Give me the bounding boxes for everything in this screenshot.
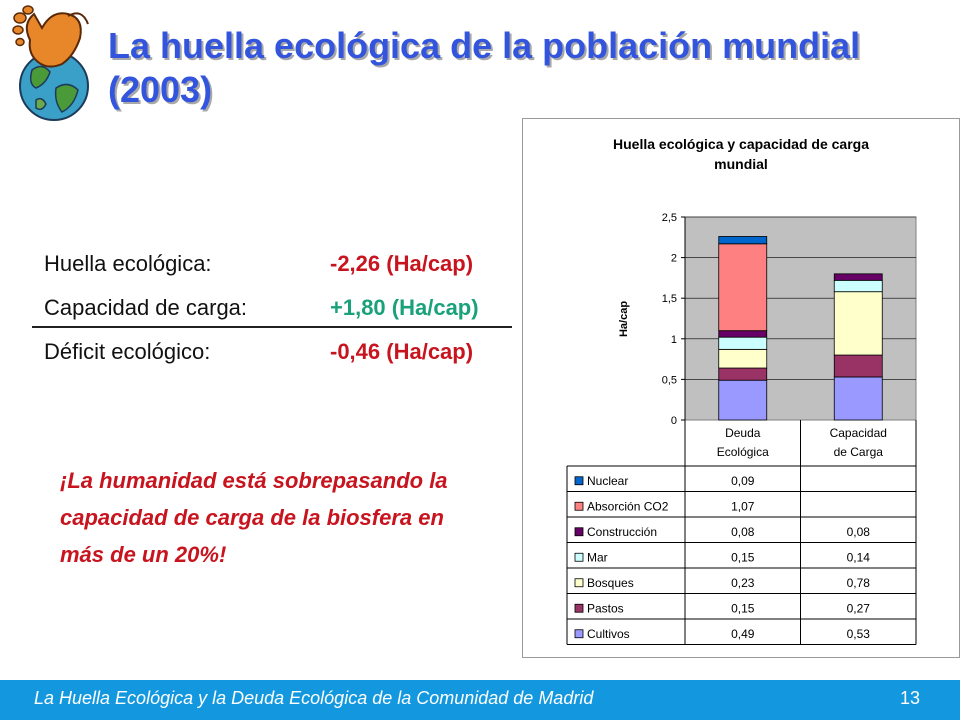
x-category-label: Deuda	[725, 426, 761, 440]
bar-segment	[718, 379, 768, 421]
summary-row-deficit: Déficit ecológico: -0,46 (Ha/cap)	[32, 330, 512, 374]
footer-text: La Huella Ecológica y la Deuda Ecológica…	[34, 688, 594, 708]
summary-label: Déficit ecológico:	[44, 339, 211, 364]
summary-row-capacity: Capacidad de carga: +1,80 (Ha/cap)	[32, 286, 512, 330]
data-value-label: 0,53	[847, 627, 871, 641]
legend-label: Construcción	[587, 525, 657, 539]
data-value-label: 0,49	[731, 627, 755, 641]
legend-swatch	[574, 552, 584, 562]
footer-bar: La Huella Ecológica y la Deuda Ecológica…	[0, 680, 960, 720]
chart-title: mundial	[714, 156, 768, 172]
bar-segment	[833, 376, 883, 421]
y-tick-label: 2	[671, 253, 677, 265]
footprint-summary-table: Huella ecológica: -2,26 (Ha/cap) Capacid…	[32, 242, 512, 374]
summary-value: +1,80 (Ha/cap)	[330, 295, 479, 320]
legend-label: Cultivos	[587, 627, 630, 641]
summary-row-footprint: Huella ecológica: -2,26 (Ha/cap)	[32, 242, 512, 286]
bar-segment	[718, 348, 768, 369]
bar-segment	[718, 236, 768, 245]
bar-segment	[833, 279, 883, 293]
bar-segment	[718, 367, 768, 381]
x-category-label: Ecológica	[717, 445, 769, 459]
legend-swatch	[574, 527, 584, 537]
page-number: 13	[899, 688, 920, 708]
bar-segment	[718, 336, 768, 350]
data-value-label: 0,08	[847, 525, 871, 539]
legend-label: Nuclear	[587, 474, 628, 488]
y-tick-label: 1,5	[662, 293, 677, 305]
x-category-label: Capacidad	[830, 426, 887, 440]
data-value-label: 0,27	[847, 601, 871, 615]
legend-label: Mar	[587, 550, 608, 564]
data-value-label: 0,09	[731, 474, 755, 488]
data-value-label: 0,15	[731, 601, 755, 615]
legend-swatch	[574, 476, 584, 486]
bar-segment	[833, 273, 883, 281]
data-value-label: 1,07	[731, 499, 755, 513]
data-value-label: 0,23	[731, 576, 755, 590]
slide-title: La huella ecológica de la población mund…	[108, 25, 861, 110]
summary-divider	[32, 326, 512, 328]
data-value-label: 0,15	[731, 550, 755, 564]
data-value-label: 0,14	[847, 550, 871, 564]
foot-globe-logo	[12, 5, 89, 121]
bar-segment	[833, 291, 883, 356]
data-value-label: 0,78	[847, 576, 871, 590]
summary-value: -2,26 (Ha/cap)	[330, 251, 474, 276]
legend-label: Absorción CO2	[587, 499, 669, 513]
bar-segment	[833, 354, 883, 378]
legend-swatch	[574, 629, 584, 639]
x-category-label: de Carga	[834, 445, 884, 459]
legend-label: Pastos	[587, 601, 624, 615]
legend-swatch	[574, 578, 584, 588]
chart-title: Huella ecológica y capacidad de carga	[613, 136, 869, 152]
bar-segment	[718, 243, 768, 332]
bar-segment	[718, 330, 768, 338]
y-tick-label: 0	[671, 415, 677, 427]
y-tick-label: 1	[671, 334, 677, 346]
legend-swatch	[574, 603, 584, 613]
summary-value: -0,46 (Ha/cap)	[330, 339, 474, 364]
y-axis-label: Ha/cap	[618, 301, 630, 337]
legend-label: Bosques	[587, 576, 634, 590]
stacked-bar-chart: Huella ecológica y capacidad de carga mun…	[522, 118, 960, 658]
y-tick-label: 2,5	[662, 212, 677, 224]
summary-label: Capacidad de carga:	[44, 295, 248, 320]
summary-label: Huella ecológica:	[44, 251, 212, 276]
callout-text: ¡La humanidad está sobrepasando la capac…	[60, 468, 448, 567]
chart-canvas: Huella ecológica y capacidad de carga mun…	[566, 136, 917, 645]
legend-swatch	[574, 501, 584, 511]
data-value-label: 0,08	[731, 525, 755, 539]
y-tick-label: 0,5	[662, 374, 677, 386]
